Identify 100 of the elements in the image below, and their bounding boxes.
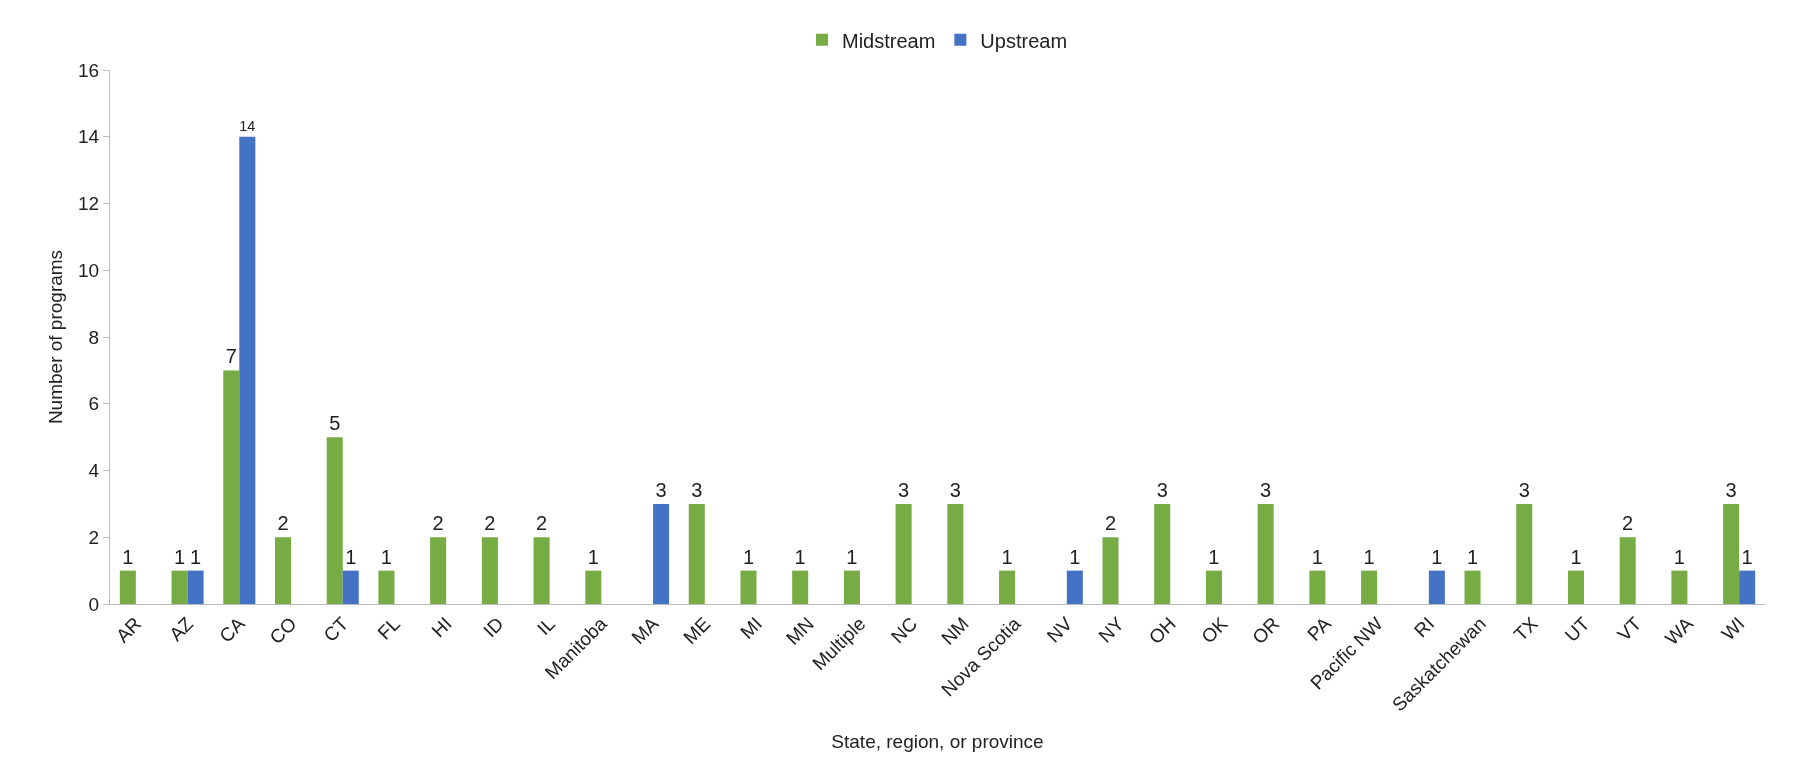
bar <box>1619 537 1636 604</box>
data-label: 3 <box>949 478 961 501</box>
bar <box>1739 570 1756 604</box>
data-label: 1 <box>174 545 186 568</box>
bar <box>792 570 809 604</box>
data-label: 3 <box>655 478 667 501</box>
legend-label: Midstream <box>842 29 936 52</box>
bar <box>1309 570 1326 604</box>
x-tick-label: VT <box>1613 612 1646 646</box>
bar <box>533 537 550 604</box>
y-tick-label: 14 <box>78 126 100 148</box>
data-label: 1 <box>794 545 806 568</box>
data-label: 1 <box>380 545 392 568</box>
data-label: 3 <box>691 478 703 501</box>
y-tick-label: 12 <box>78 193 100 215</box>
bar <box>1428 570 1445 604</box>
x-tick-label: MI <box>736 613 767 643</box>
y-tick-label: 10 <box>78 259 100 281</box>
y-tick-label: 6 <box>88 393 100 415</box>
y-tick-label: 2 <box>88 526 100 548</box>
bar <box>843 570 860 604</box>
x-tick-label: NC <box>886 613 922 648</box>
x-tick-label: OR <box>1248 613 1284 648</box>
x-tick-label: MA <box>627 612 663 648</box>
data-label: 2 <box>536 512 548 535</box>
y-tick-label: 4 <box>88 460 100 482</box>
bar <box>1066 570 1083 604</box>
x-tick-label: ID <box>479 613 508 642</box>
data-label: 1 <box>1466 545 1479 568</box>
x-tick-label: CO <box>265 613 301 648</box>
x-tick-label: NY <box>1094 612 1129 647</box>
bar <box>1723 503 1740 604</box>
y-tick-label: 0 <box>88 593 100 615</box>
x-tick-label: WA <box>1660 612 1698 649</box>
data-label: 1 <box>1363 545 1375 568</box>
data-label: 1 <box>1069 545 1081 568</box>
data-label: 1 <box>190 545 202 568</box>
bar <box>1361 570 1378 604</box>
bar <box>342 570 359 604</box>
bar <box>430 537 447 604</box>
x-tick-label: WI <box>1717 613 1749 645</box>
bar <box>895 503 912 604</box>
bar <box>947 503 964 604</box>
bar <box>653 503 670 604</box>
bar <box>1205 570 1222 604</box>
bar <box>585 570 602 604</box>
data-label: 1 <box>345 545 357 568</box>
bar <box>1257 503 1274 604</box>
x-tick-label: NM <box>937 613 973 649</box>
data-label: 14 <box>239 117 256 134</box>
y-tick-label: 8 <box>88 326 100 348</box>
data-label: 1 <box>1570 545 1582 568</box>
data-label: 1 <box>122 545 134 568</box>
data-label: 1 <box>846 545 858 568</box>
bar <box>1516 503 1533 604</box>
bar <box>1671 570 1688 604</box>
bar <box>326 437 343 604</box>
data-label: 1 <box>1001 545 1013 568</box>
bar <box>1154 503 1171 604</box>
data-label: 1 <box>1741 545 1753 568</box>
bar <box>688 503 705 604</box>
x-tick-label: FL <box>373 613 404 644</box>
bar <box>1567 570 1584 604</box>
data-label: 3 <box>898 478 910 501</box>
x-tick-label: CT <box>319 612 353 646</box>
bar <box>274 537 292 604</box>
x-tick-label: ME <box>679 613 715 648</box>
bar <box>187 570 204 604</box>
data-label: 1 <box>742 545 755 568</box>
y-tick-label: 16 <box>78 59 100 81</box>
x-tick-label: OK <box>1197 612 1232 648</box>
bar <box>481 537 498 604</box>
data-label: 3 <box>1156 478 1168 501</box>
data-label: 1 <box>1673 545 1685 568</box>
bar <box>239 136 256 604</box>
data-label: 2 <box>1622 512 1634 535</box>
data-label: 1 <box>1208 545 1220 568</box>
x-tick-label: AR <box>111 613 146 647</box>
x-tick-label: TX <box>1509 612 1543 646</box>
y-axis-title: Number of programs <box>45 249 66 425</box>
x-tick-label: NV <box>1042 612 1077 647</box>
data-label: 2 <box>1104 512 1117 535</box>
legend-label: Upstream <box>980 29 1068 52</box>
data-label: 1 <box>587 545 599 568</box>
bar <box>740 570 757 604</box>
data-label: 7 <box>225 345 237 368</box>
data-label: 2 <box>277 512 289 535</box>
x-tick-label: UT <box>1560 612 1594 646</box>
x-tick-label: MN <box>781 613 818 649</box>
bar <box>1102 537 1119 604</box>
bar <box>223 370 240 604</box>
bar <box>999 570 1016 604</box>
data-label: 3 <box>1518 478 1530 501</box>
x-tick-label: OH <box>1144 613 1180 648</box>
bar <box>378 570 395 604</box>
data-label: 2 <box>432 512 444 535</box>
data-label: 3 <box>1260 478 1272 501</box>
x-axis-title: State, region, or province <box>831 731 1044 753</box>
data-label: 5 <box>329 412 341 435</box>
x-tick-label: PA <box>1303 612 1336 645</box>
